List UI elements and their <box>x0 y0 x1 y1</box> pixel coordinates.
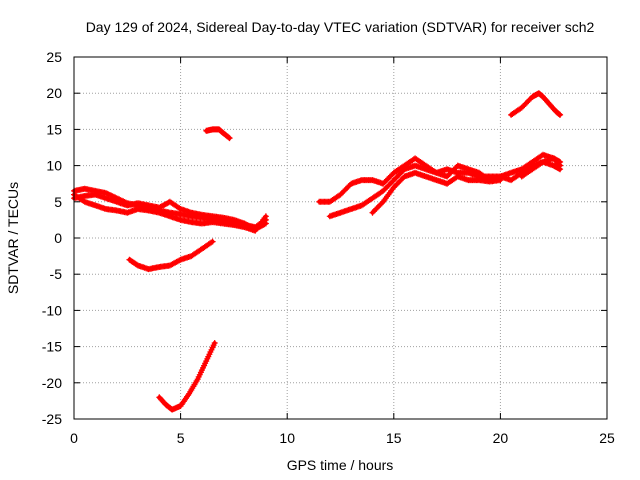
data-point <box>557 166 564 173</box>
data-point <box>211 340 218 346</box>
data-point <box>520 103 527 110</box>
data-point <box>382 185 389 192</box>
data-point <box>390 184 397 191</box>
data-point <box>518 104 525 111</box>
data-point <box>226 135 233 142</box>
series-track-i <box>369 169 504 216</box>
x-tick-label: 5 <box>177 430 185 446</box>
chart-title: Day 129 of 2024, Sidereal Day-to-day VTE… <box>86 19 595 35</box>
data-point <box>557 111 564 118</box>
series-track-c <box>71 191 269 234</box>
y-tick-label: -25 <box>42 411 62 427</box>
tick-layer: 0 5 10 15 20 25 -25 -20 -15 -10 -5 0 5 10 15 20 25 <box>42 49 615 446</box>
data-point <box>394 173 401 179</box>
y-axis-label: SDTVAR / TECUs <box>5 182 21 294</box>
data-point <box>398 168 405 175</box>
data-point <box>262 220 269 227</box>
series-track-f <box>156 340 218 413</box>
data-point <box>522 100 529 107</box>
data-point <box>262 213 269 220</box>
y-tick-label: 15 <box>46 121 62 137</box>
data-point <box>452 165 459 172</box>
series-track-h <box>326 155 564 220</box>
x-tick-label: 15 <box>386 430 402 446</box>
y-tick-label: 0 <box>54 230 62 246</box>
series-track-d <box>126 238 216 273</box>
x-tick-label: 20 <box>493 430 509 446</box>
data-point <box>345 183 352 190</box>
x-tick-label: 25 <box>599 430 615 446</box>
series-track-b <box>71 191 269 233</box>
series-track-e <box>203 126 233 142</box>
series-track-k <box>508 90 564 118</box>
series-track-j <box>518 159 564 180</box>
x-axis-label: GPS time / hours <box>287 457 394 473</box>
x-tick-label: 10 <box>279 430 295 446</box>
x-tick-label: 0 <box>70 430 78 446</box>
data-point <box>497 177 504 184</box>
y-tick-label: -10 <box>42 302 62 318</box>
y-tick-label: -5 <box>50 266 63 282</box>
data-point <box>526 96 533 103</box>
data-point <box>386 173 393 180</box>
y-tick-label: 5 <box>54 194 62 210</box>
y-tick-label: 25 <box>46 49 62 65</box>
data-point <box>374 204 381 211</box>
grid-layer <box>74 57 607 419</box>
data-point <box>394 180 401 187</box>
y-tick-label: -20 <box>42 375 62 391</box>
y-tick-label: -15 <box>42 339 62 355</box>
data-point <box>209 238 216 245</box>
y-tick-label: 20 <box>46 85 62 101</box>
y-tick-label: 10 <box>46 158 62 174</box>
data-layer <box>71 90 564 413</box>
